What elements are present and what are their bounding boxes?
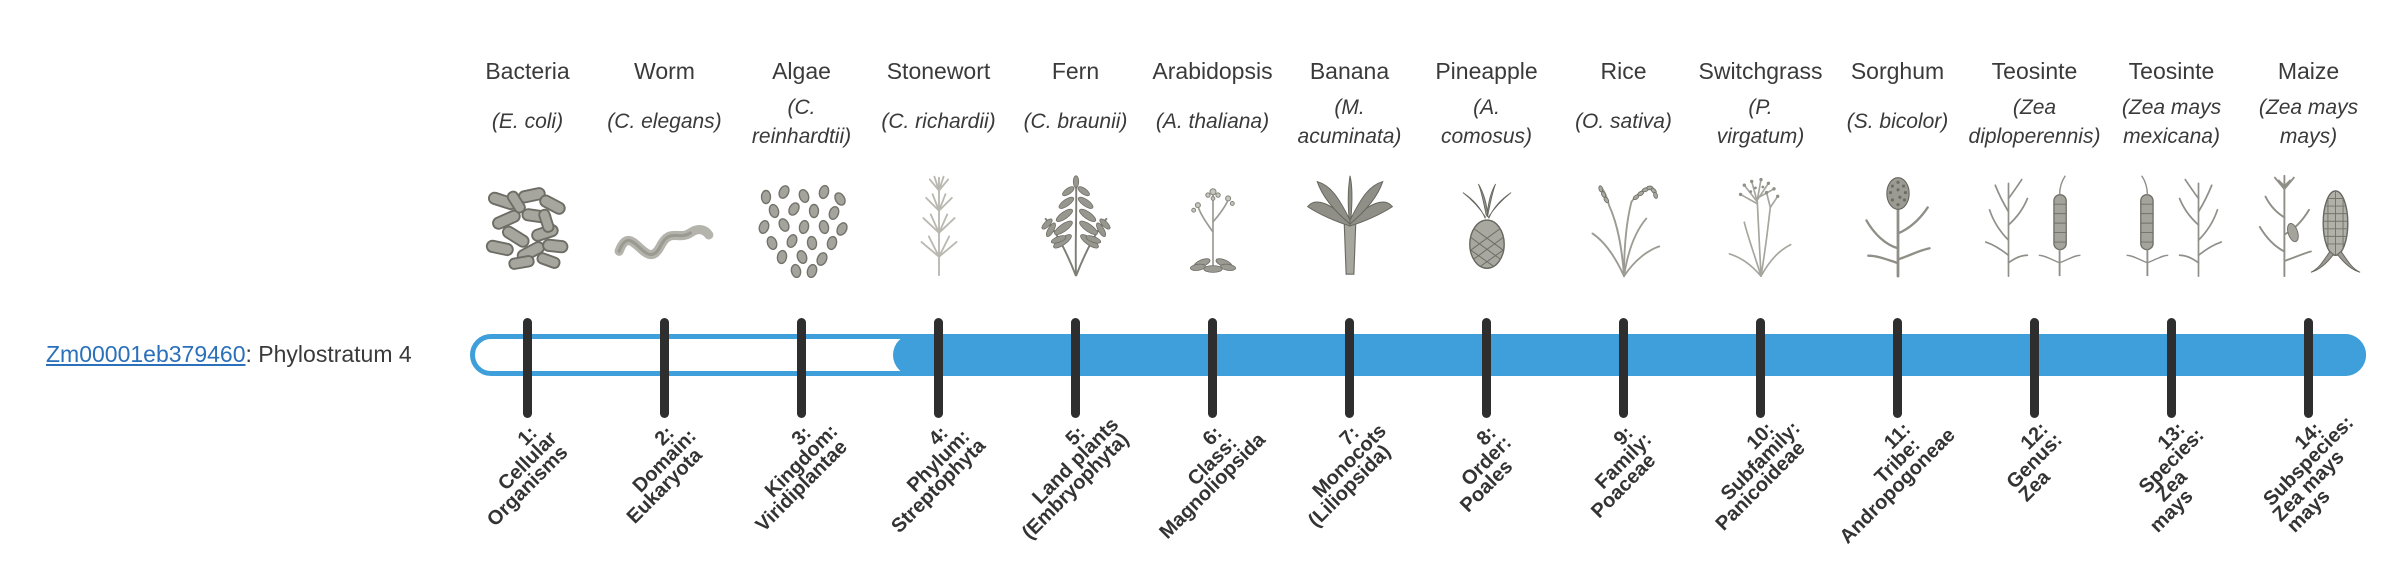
species-common-name: Switchgrass — [1698, 58, 1823, 84]
species-column-pineapple: Pineapple (A. comosus) 8: — [1418, 0, 1555, 580]
species-scientific-name: (O. sativa) — [1575, 110, 1672, 134]
timeline-tick — [1208, 318, 1217, 418]
stonewort-icon — [870, 162, 1007, 278]
species-scientific-name: (C. reinhardtii) — [751, 95, 852, 148]
timeline-tick — [2304, 318, 2313, 418]
timeline-tick — [523, 318, 532, 418]
species-column-maize: Maize (Zea mays mays) — [2240, 0, 2377, 580]
timeline-tick — [797, 318, 806, 418]
species-scientific-name: (A. comosus) — [1440, 95, 1533, 148]
species-scientific-name: (P. virgatum) — [1716, 95, 1805, 148]
stratum-label: 14: Subspecies: Zea mays mays — [2258, 411, 2358, 538]
teosinte-icon — [1966, 162, 2103, 278]
species-column-banana: Banana (M. acuminata) 7: Monocots (Liliop… — [1281, 0, 1418, 580]
timeline-tick — [1756, 318, 1765, 418]
species-scientific-name: (E. coli) — [491, 110, 564, 134]
bacteria-icon — [459, 162, 596, 278]
timeline-bar-filled — [893, 334, 2366, 376]
timeline-tick — [1071, 318, 1080, 418]
species-scientific-name: (S. bicolor) — [1846, 110, 1949, 134]
species-scientific-name: (Zea mays mays) — [2258, 95, 2359, 148]
pineapple-icon — [1418, 162, 1555, 278]
switchgrass-icon — [1692, 162, 1829, 278]
species-column-teosinte-mexicana: Teosinte (Zea mays mexicana) — [2103, 0, 2240, 580]
gene-phylostratum-text: : Phylostratum 4 — [245, 341, 412, 367]
species-column-arabidopsis: Arabidopsis (A. thaliana) — [1144, 0, 1281, 580]
species-common-name: Teosinte — [1991, 58, 2078, 84]
timeline-tick — [2030, 318, 2039, 418]
species-common-name: Teosinte — [2128, 58, 2215, 84]
species-common-name: Bacteria — [485, 58, 570, 84]
species-column-algae: Algae (C. reinhardtii) — [733, 0, 870, 580]
species-common-name: Worm — [634, 58, 695, 84]
species-column-bacteria: Bacteria (E. coli) — [459, 0, 596, 580]
species-column-stonewort: Stonewort (C. richardii) 4: Phylum: Stre… — [870, 0, 1007, 580]
species-column-switchgrass: Switchgrass (P. virgatum) — [1692, 0, 1829, 580]
arabidopsis-icon — [1144, 162, 1281, 278]
species-common-name: Arabidopsis — [1152, 58, 1273, 84]
species-scientific-name: (C. richardii) — [881, 110, 996, 134]
species-common-name: Algae — [772, 58, 831, 84]
species-column-fern: Fern (C. braunii) — [1007, 0, 1144, 580]
timeline-tick — [1482, 318, 1491, 418]
species-scientific-name: (C. braunii) — [1023, 110, 1128, 134]
species-common-name: Stonewort — [886, 58, 991, 84]
species-common-name: Sorghum — [1850, 58, 1945, 84]
timeline-tick — [1893, 318, 1902, 418]
species-scientific-name: (A. thaliana) — [1155, 110, 1270, 134]
species-common-name: Banana — [1309, 58, 1390, 84]
rice-icon — [1555, 162, 1692, 278]
timeline-tick — [1345, 318, 1354, 418]
species-common-name: Fern — [1051, 58, 1100, 84]
worm-icon — [596, 162, 733, 278]
fern-icon — [1007, 162, 1144, 278]
gene-link[interactable]: Zm00001eb379460 — [46, 341, 246, 367]
species-common-name: Rice — [1600, 58, 1647, 84]
timeline-tick — [934, 318, 943, 418]
species-common-name: Pineapple — [1435, 58, 1538, 84]
timeline-tick — [2167, 318, 2176, 418]
gene-label: Zm00001eb379460: Phylostratum 4 — [46, 341, 412, 368]
teosinte-icon — [2103, 162, 2240, 278]
maize-icon — [2240, 162, 2377, 278]
timeline-tick — [1619, 318, 1628, 418]
species-column-worm: Worm (C. elegans) 2: Domain: Eukaryota — [596, 0, 733, 580]
species-column-rice: Rice (O. sativa) — [1555, 0, 1692, 580]
species-scientific-name: (Zea diploperennis) — [1968, 95, 2101, 148]
species-scientific-name: (C. elegans) — [607, 110, 722, 134]
species-column-teosinte-diploperennis: Teosinte (Zea diploperennis) — [1966, 0, 2103, 580]
species-column-sorghum: Sorghum (S. bicolor) — [1829, 0, 1966, 580]
banana-icon — [1281, 162, 1418, 278]
species-scientific-name: (Zea mays mexicana) — [2121, 95, 2222, 148]
species-common-name: Maize — [2277, 58, 2340, 84]
species-scientific-name: (M. acuminata) — [1297, 95, 1402, 148]
sorghum-icon — [1829, 162, 1966, 278]
timeline-tick — [660, 318, 669, 418]
algae-icon — [733, 162, 870, 278]
